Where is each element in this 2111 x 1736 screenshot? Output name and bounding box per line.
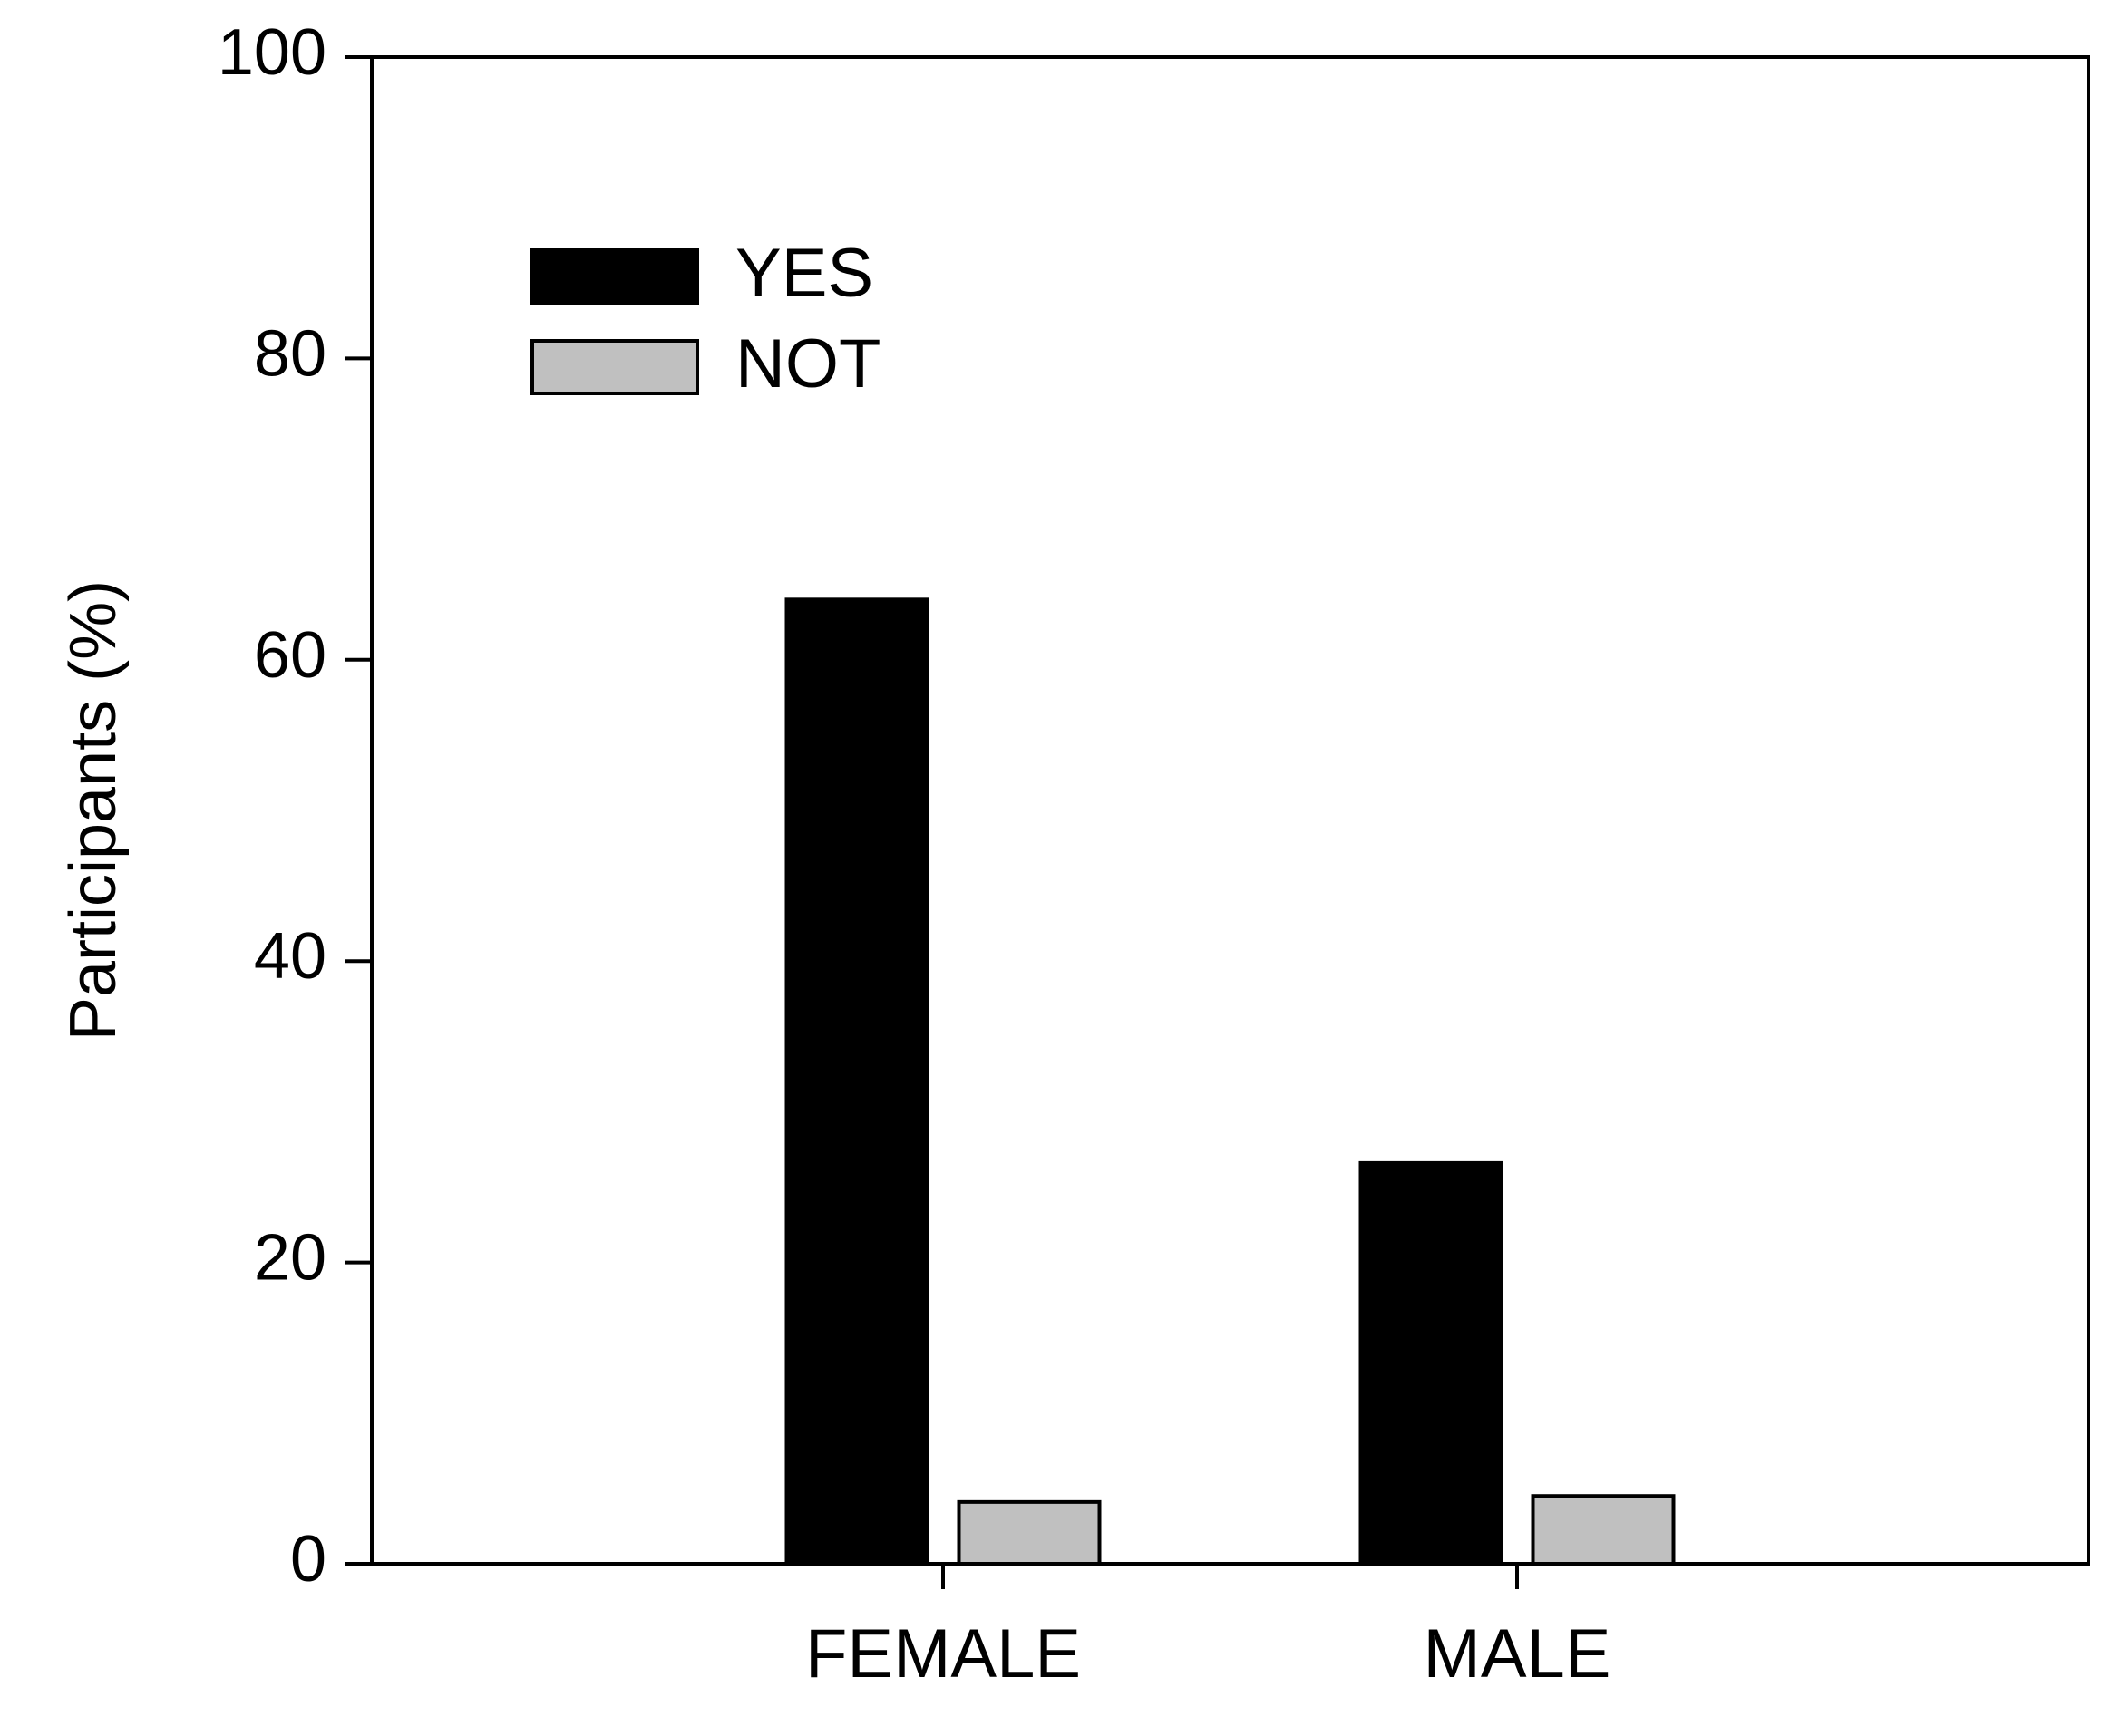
x-axis: FEMALE MALE: [805, 1564, 1611, 1692]
bar-not-male: [1531, 1494, 1676, 1566]
bar-yes-male: [1358, 1160, 1503, 1566]
y-tick-label: 40: [254, 920, 326, 993]
legend-swatch-not: [530, 339, 699, 395]
legend-label-not: NOT: [735, 325, 880, 402]
x-tick-label: MALE: [1424, 1615, 1611, 1692]
bars-layer: [784, 597, 1676, 1566]
legend-label-yes: YES: [735, 235, 873, 312]
plot-frame: [370, 55, 2090, 1566]
legend: YES NOT: [530, 235, 880, 402]
bar-yes-female: [784, 597, 929, 1566]
y-axis: 0 20 40 60 80 100: [218, 16, 372, 1595]
y-axis-label: Participants (%): [57, 580, 130, 1041]
x-tick-label: FEMALE: [805, 1615, 1081, 1692]
y-tick-label: 0: [290, 1523, 326, 1595]
y-tick-label: 80: [254, 317, 326, 390]
y-tick-label: 20: [254, 1222, 326, 1295]
legend-swatch-yes: [530, 248, 699, 305]
bar-not-female: [957, 1499, 1102, 1566]
y-tick-label: 60: [254, 619, 326, 692]
y-tick-label: 100: [218, 16, 326, 89]
